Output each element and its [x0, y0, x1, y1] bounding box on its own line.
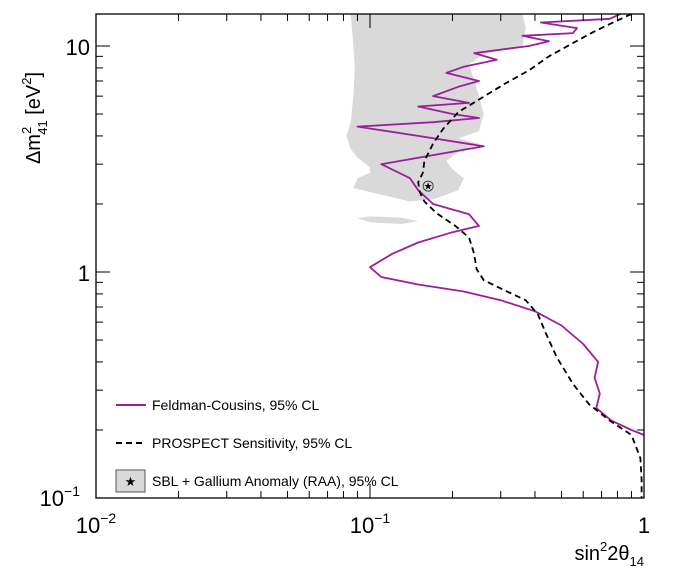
anomaly-regions [346, 14, 526, 224]
region-anomaly-island [357, 216, 419, 224]
curves [356, 14, 644, 498]
legend-label-feldman: Feldman-Cousins, 95% CL [152, 397, 320, 413]
y-tick-label-0: 10−1 [40, 483, 81, 511]
legend-label-anomaly: SBL + Gallium Anomaly (RAA), 95% CL [152, 473, 399, 489]
legend: Feldman-Cousins, 95% CL PROSPECT Sensiti… [115, 397, 399, 493]
markers: ★ [422, 180, 434, 193]
y-axis-title: Δm241 [eV2] [19, 72, 50, 164]
marker-best-fit-star-icon: ★ [424, 182, 433, 193]
y-tick-label-1: 1 [78, 261, 90, 286]
legend-swatch-anomaly [115, 469, 146, 493]
y-tick-label-2: 10 [66, 35, 90, 60]
legend-label-sensitivity: PROSPECT Sensitivity, 95% CL [152, 435, 352, 451]
axis-ticks [95, 14, 645, 499]
x-tick-label-0: 10−2 [76, 510, 117, 538]
region-anomaly-main [346, 14, 526, 202]
marker-best-fit-ring [422, 180, 434, 192]
series-feldman [356, 14, 644, 436]
legend-star-icon: ★ [125, 474, 137, 489]
x-tick-label-2: 1 [638, 513, 650, 538]
series-sensitivity [417, 14, 643, 498]
x-tick-label-1: 10−1 [350, 510, 391, 538]
x-axis-title: sin22θ14 [574, 539, 644, 569]
